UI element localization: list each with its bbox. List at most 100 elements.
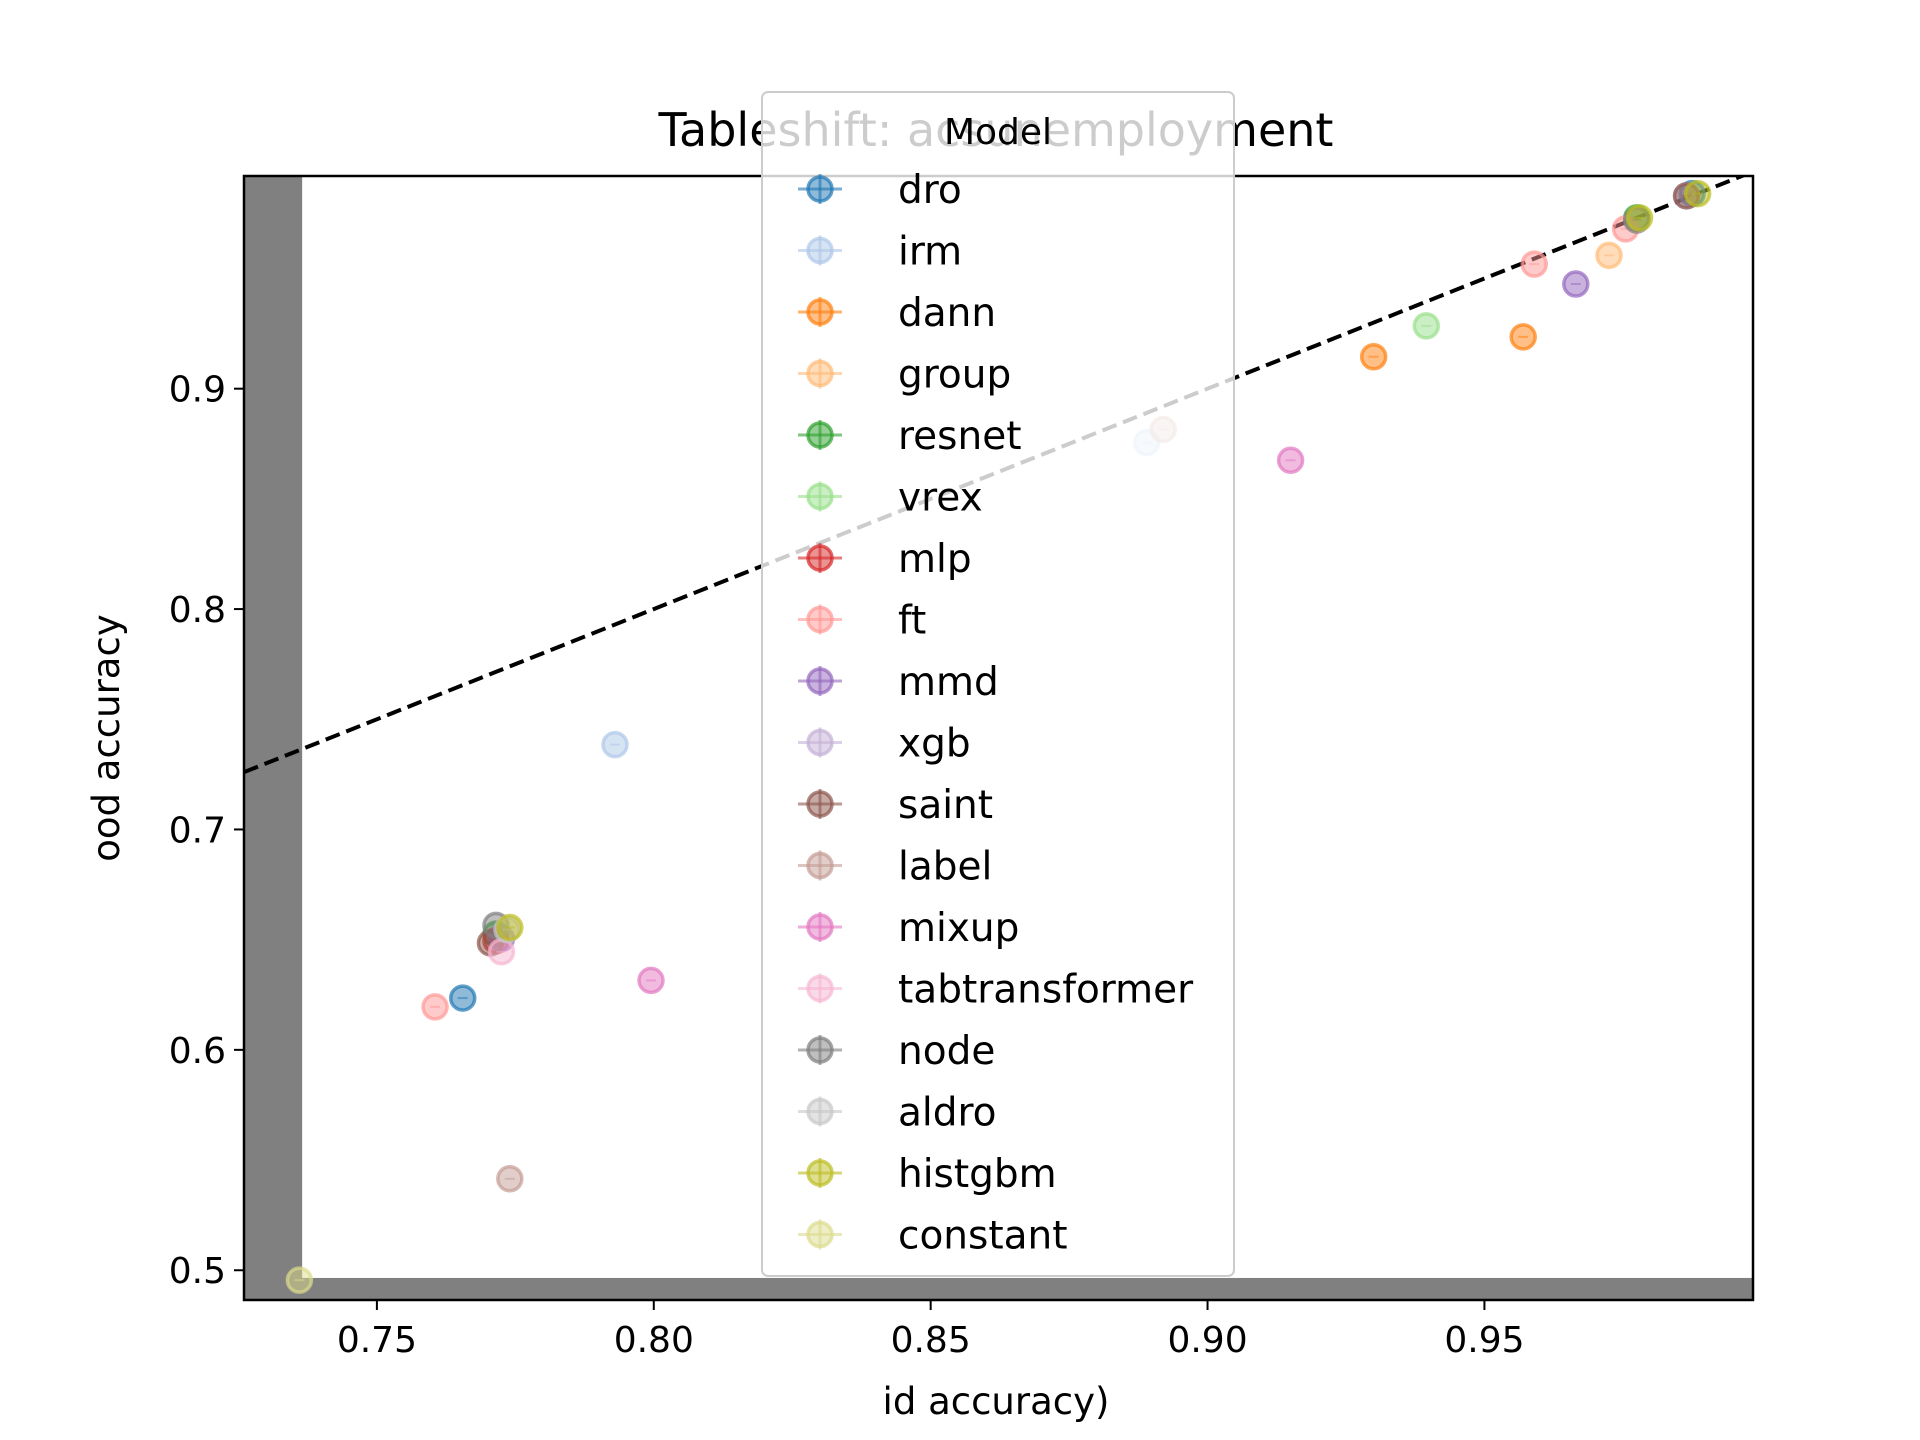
legend-label: xgb — [898, 722, 971, 767]
plot-area — [242, 174, 1755, 1302]
legend-item-mlp: mlp — [798, 537, 972, 582]
series-ft — [421, 215, 1640, 1021]
legend-items: dro irm dann group resnet vrex mlp ft mmd xgb sain… — [798, 168, 1194, 1259]
series-dann — [1359, 323, 1537, 371]
legend-marker — [806, 175, 834, 203]
legend-marker — [806, 236, 834, 265]
legend-item-aldro: aldro — [798, 1091, 997, 1136]
legend-marker — [806, 790, 834, 818]
legend-box — [761, 91, 1235, 1277]
legend-marker — [806, 544, 834, 572]
data-point-label — [496, 1165, 524, 1193]
diagonal-reference-line — [244, 176, 1748, 775]
legend-label: mlp — [898, 537, 972, 582]
series-constant — [285, 1266, 314, 1294]
legend-marker — [806, 1159, 834, 1187]
x-tick-label: 0.75 — [337, 1320, 417, 1361]
legend-item-group: group — [798, 353, 1011, 398]
legend-item-ft: ft — [798, 599, 926, 644]
legend-label: label — [898, 845, 992, 890]
legend-marker — [806, 728, 834, 757]
x-tick-label: 0.95 — [1444, 1320, 1524, 1361]
data-point-dro — [448, 984, 477, 1012]
data-point-constant — [285, 1266, 314, 1294]
data-point-dann — [1359, 342, 1388, 371]
legend-marker — [806, 1220, 834, 1249]
data-point-ft — [1520, 250, 1549, 278]
y-tick-label: 0.9 — [169, 370, 226, 411]
y-axis-label: ood accuracy — [85, 614, 128, 861]
x-tick-label: 0.90 — [1167, 1320, 1247, 1361]
legend-marker — [806, 421, 834, 449]
legend-label: irm — [898, 230, 962, 275]
legend-item-histgbm: histgbm — [798, 1152, 1057, 1197]
legend-label: vrex — [898, 476, 983, 521]
y-tick-label: 0.6 — [169, 1031, 226, 1072]
legend-marker — [806, 1036, 834, 1064]
data-point-tabtransformer — [487, 938, 516, 966]
data-point-histgbm — [1625, 204, 1654, 232]
legend: Model dro irm dann group resnet vrex mlp ft mmd x… — [761, 91, 1235, 1277]
legend-item-node: node — [798, 1029, 995, 1074]
series-group — [1595, 241, 1623, 270]
legend-item-mmd: mmd — [798, 660, 999, 705]
data-point-irm — [601, 730, 629, 759]
legend-label: dann — [898, 291, 996, 336]
x-axis-ticks: 0.75 0.80 0.85 0.90 0.95 — [337, 1300, 1525, 1361]
legend-item-irm: irm — [798, 230, 962, 275]
legend-marker — [806, 298, 834, 326]
legend-label: constant — [898, 1214, 1068, 1259]
legend-title: Model — [944, 112, 1052, 153]
legend-label: tabtransformer — [898, 968, 1194, 1013]
legend-marker — [806, 851, 834, 880]
legend-marker — [806, 913, 834, 941]
legend-marker — [806, 359, 834, 388]
series-tabtransformer — [487, 938, 516, 966]
legend-item-constant: constant — [798, 1214, 1068, 1259]
legend-marker — [806, 1097, 834, 1126]
shaded-region-x — [244, 176, 303, 1300]
data-point-vrex — [1412, 312, 1441, 340]
y-tick-label: 0.8 — [169, 590, 226, 631]
legend-label: node — [898, 1029, 995, 1074]
legend-item-mixup: mixup — [798, 906, 1019, 951]
legend-item-dro: dro — [798, 168, 962, 213]
x-axis-label: id accuracy) — [883, 1380, 1110, 1423]
legend-label: aldro — [898, 1091, 997, 1136]
legend-label: histgbm — [898, 1152, 1057, 1197]
legend-label: mixup — [898, 906, 1019, 951]
y-axis-ticks: 0.5 0.6 0.7 0.8 0.9 — [169, 370, 244, 1292]
legend-item-xgb: xgb — [798, 722, 971, 767]
legend-item-label: label — [798, 845, 992, 890]
series-histgbm — [496, 179, 1712, 942]
x-tick-label: 0.80 — [614, 1320, 694, 1361]
series-mixup — [637, 446, 1305, 995]
data-point-dann — [1509, 323, 1537, 351]
legend-item-tabtransformer: tabtransformer — [798, 968, 1194, 1013]
legend-item-vrex: vrex — [798, 476, 983, 521]
legend-label: ft — [898, 599, 926, 644]
legend-marker — [806, 605, 834, 634]
series-vrex — [1412, 312, 1441, 340]
legend-label: saint — [898, 783, 993, 828]
legend-item-resnet: resnet — [798, 414, 1022, 459]
data-point-mmd — [1562, 270, 1590, 298]
y-tick-label: 0.7 — [169, 810, 226, 851]
legend-marker — [806, 974, 834, 1003]
legend-label: resnet — [898, 414, 1022, 459]
y-tick-label: 0.5 — [169, 1251, 226, 1292]
data-point-histgbm — [496, 913, 524, 942]
legend-item-saint: saint — [798, 783, 993, 828]
legend-label: dro — [898, 168, 962, 213]
plot-content — [244, 176, 1753, 1300]
shaded-region-y — [244, 1277, 1753, 1300]
x-tick-label: 0.85 — [891, 1320, 971, 1361]
data-point-mixup — [1276, 446, 1305, 475]
data-point-ft — [421, 993, 449, 1021]
legend-item-dann: dann — [798, 291, 996, 336]
data-point-histgbm — [1683, 179, 1712, 208]
data-point-group — [1595, 241, 1623, 270]
legend-marker — [806, 667, 834, 695]
legend-label: group — [898, 353, 1011, 398]
